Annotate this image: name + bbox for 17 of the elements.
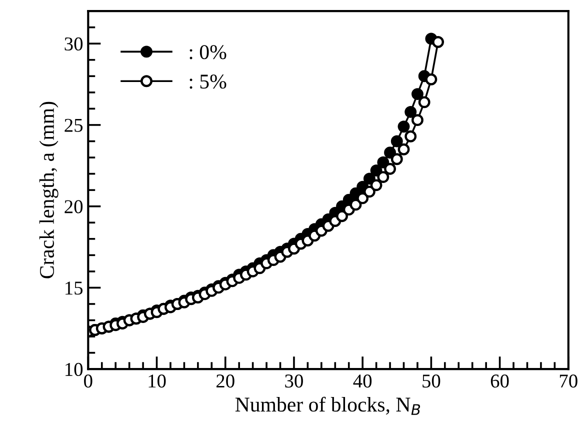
legend-label: : 0% — [190, 45, 226, 60]
y-tick-label: 30 — [64, 37, 83, 51]
x-tick-label: 0 — [84, 374, 92, 388]
x-tick-label: 70 — [560, 374, 578, 388]
x-tick-label: 30 — [285, 374, 303, 388]
x-tick-label: 20 — [216, 374, 234, 388]
x-tick-label: 10 — [148, 374, 166, 388]
y-tick-label: 10 — [66, 362, 83, 376]
x-tick-label: 60 — [490, 374, 509, 388]
x-axis-title: Number of blocks, N$_{B}$ — [235, 396, 420, 415]
x-tick-label: 40 — [353, 374, 372, 388]
y-tick-label: 20 — [64, 200, 83, 214]
y-tick-label: 25 — [64, 118, 83, 132]
legend-label: : 5% — [190, 74, 226, 89]
x-tick-label: 50 — [422, 374, 440, 388]
y-axis-title: Crack length, a (mm) — [39, 102, 58, 278]
y-tick-label: 15 — [66, 282, 83, 295]
